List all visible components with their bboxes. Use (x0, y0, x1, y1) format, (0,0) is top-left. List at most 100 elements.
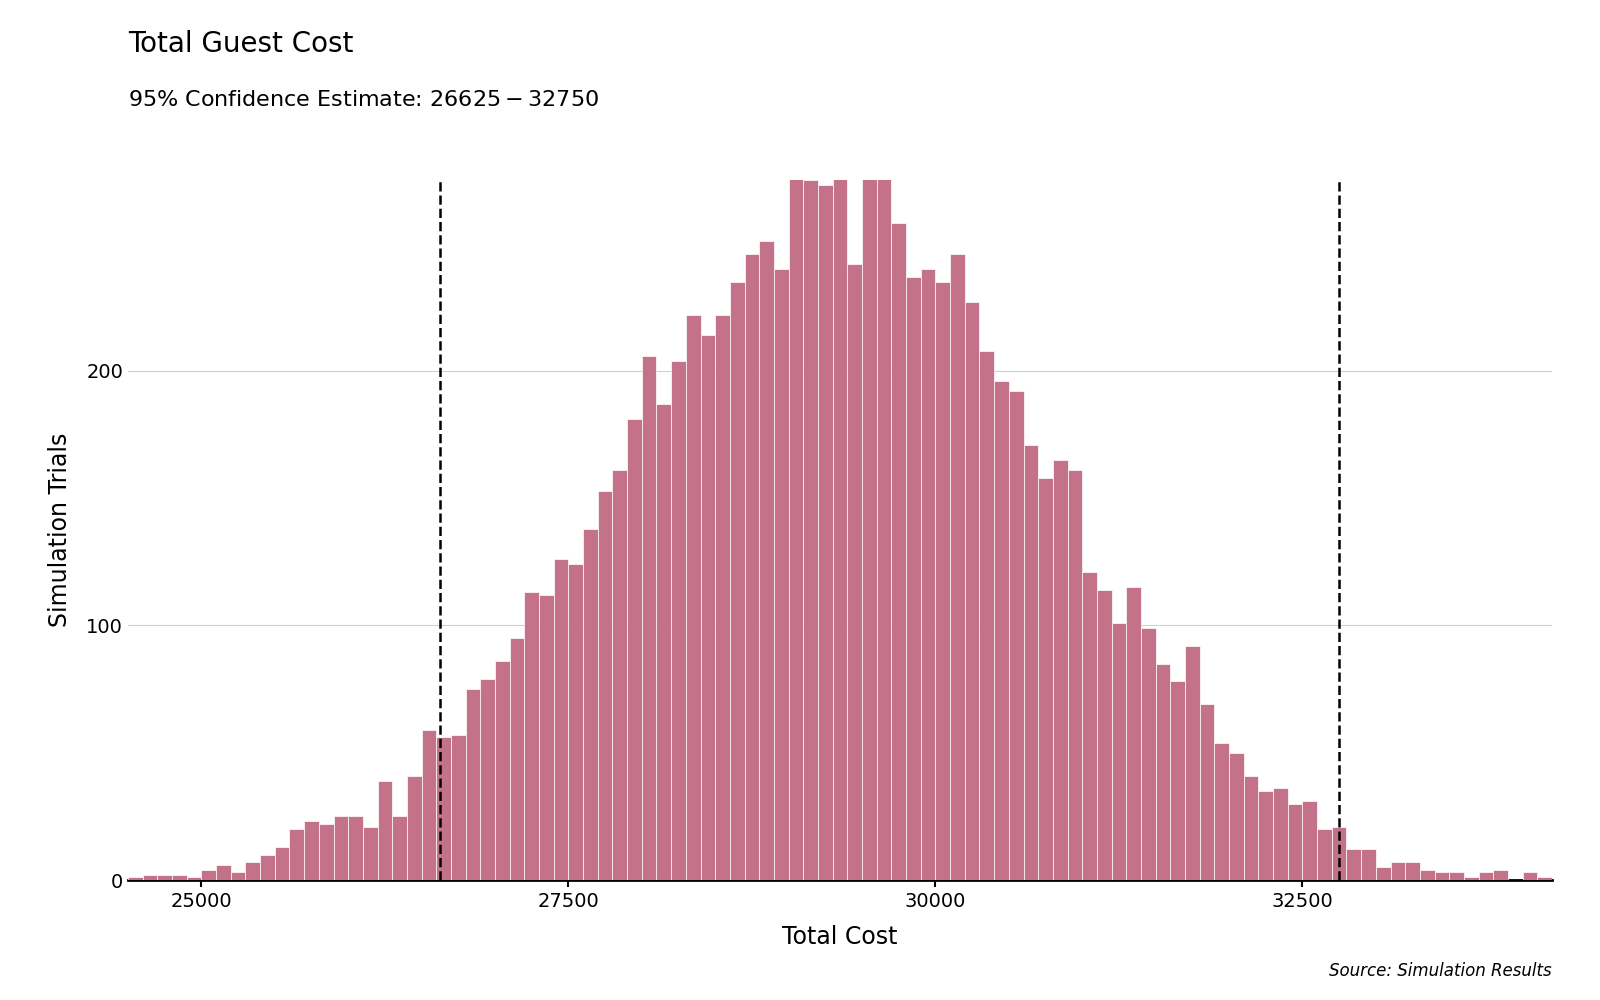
Bar (480, 679, 494, 880)
Bar (245, 862, 261, 880)
Bar (1331, 827, 1347, 880)
Bar (539, 595, 554, 880)
Bar (1274, 788, 1288, 880)
Bar (1362, 849, 1376, 880)
Bar (128, 877, 142, 880)
Bar (406, 776, 422, 880)
Bar (422, 730, 437, 880)
Bar (906, 277, 920, 880)
Bar (1024, 445, 1038, 880)
Bar (701, 335, 715, 880)
Bar (994, 381, 1010, 880)
Text: Total Guest Cost: Total Guest Cost (128, 30, 354, 58)
Bar (1141, 628, 1155, 880)
Bar (760, 241, 774, 880)
Bar (832, 170, 848, 880)
Bar (730, 282, 744, 880)
Bar (920, 269, 936, 880)
Bar (979, 351, 994, 880)
Bar (744, 254, 760, 880)
Bar (582, 529, 598, 880)
Bar (1258, 791, 1274, 880)
Bar (378, 781, 392, 880)
Bar (656, 404, 670, 880)
Bar (1523, 872, 1538, 880)
Bar (173, 875, 187, 880)
Bar (525, 592, 539, 880)
Bar (642, 356, 656, 880)
Bar (862, 162, 877, 880)
Bar (1098, 590, 1112, 880)
Bar (818, 185, 832, 880)
Bar (510, 638, 525, 880)
Bar (686, 315, 701, 880)
Bar (261, 855, 275, 880)
Bar (1405, 862, 1419, 880)
Bar (1126, 587, 1141, 880)
Bar (1493, 870, 1507, 880)
Bar (304, 821, 318, 880)
Bar (318, 824, 333, 880)
Bar (1450, 872, 1464, 880)
Bar (275, 847, 290, 880)
Bar (715, 315, 730, 880)
Text: 95% Confidence Estimate: $26625 -$32750: 95% Confidence Estimate: $26625 -$32750 (128, 90, 598, 110)
Bar (877, 177, 891, 880)
Bar (392, 816, 406, 880)
Bar (613, 470, 627, 880)
Bar (157, 875, 173, 880)
Bar (1464, 877, 1478, 880)
Bar (1243, 776, 1258, 880)
Bar (1082, 572, 1098, 880)
Bar (202, 870, 216, 880)
Bar (598, 491, 613, 880)
Bar (554, 559, 568, 880)
Bar (333, 816, 349, 880)
Bar (437, 737, 451, 880)
Bar (965, 302, 979, 880)
Bar (349, 816, 363, 880)
Bar (789, 175, 803, 880)
Bar (1186, 646, 1200, 880)
Bar (1229, 753, 1243, 880)
Bar (950, 254, 965, 880)
Bar (216, 865, 230, 880)
Bar (891, 223, 906, 880)
Bar (187, 877, 202, 880)
Bar (1538, 877, 1552, 880)
Bar (1200, 704, 1214, 880)
Bar (142, 875, 157, 880)
Bar (568, 564, 582, 880)
Bar (936, 282, 950, 880)
Bar (1435, 872, 1450, 880)
Y-axis label: Simulation Trials: Simulation Trials (48, 433, 72, 627)
Bar (494, 661, 510, 880)
Bar (1478, 872, 1493, 880)
X-axis label: Total Cost: Total Cost (782, 925, 898, 949)
Bar (363, 827, 378, 880)
Bar (1170, 681, 1186, 880)
Bar (1067, 470, 1082, 880)
Bar (774, 269, 789, 880)
Bar (1155, 664, 1170, 880)
Bar (1112, 623, 1126, 880)
Bar (290, 829, 304, 880)
Bar (1288, 804, 1302, 880)
Bar (848, 264, 862, 880)
Bar (1419, 870, 1435, 880)
Bar (1317, 829, 1331, 880)
Bar (1376, 867, 1390, 880)
Bar (1053, 460, 1067, 880)
Bar (1302, 801, 1317, 880)
Bar (670, 361, 686, 880)
Bar (1214, 743, 1229, 880)
Bar (466, 689, 480, 880)
Bar (1038, 478, 1053, 880)
Bar (803, 180, 818, 880)
Bar (230, 872, 245, 880)
Bar (1390, 862, 1405, 880)
Bar (451, 735, 466, 880)
Text: Source: Simulation Results: Source: Simulation Results (1330, 962, 1552, 980)
Bar (1010, 391, 1024, 880)
Bar (627, 419, 642, 880)
